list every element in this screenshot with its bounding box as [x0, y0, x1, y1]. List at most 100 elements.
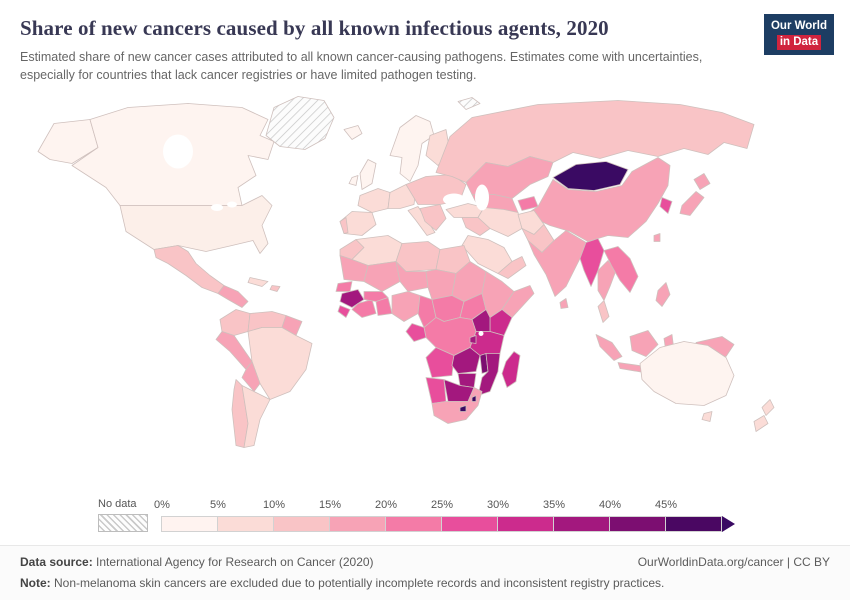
country-iceland[interactable]	[343, 125, 363, 141]
country-australia[interactable]	[639, 341, 735, 407]
country-eswatini[interactable]	[471, 395, 477, 403]
country-libya[interactable]	[395, 241, 441, 273]
legend-tick-1: 5%	[210, 499, 226, 512]
legend-bin-7[interactable]: 35%	[543, 499, 610, 533]
country-japan-hokkaido[interactable]	[693, 173, 711, 191]
country-italy[interactable]	[407, 206, 436, 237]
world-map-svg	[37, 96, 775, 449]
country-colombia[interactable]	[219, 309, 251, 337]
chart-subtitle: Estimated share of new cancer cases attr…	[20, 50, 703, 83]
country-madagascar[interactable]	[501, 351, 521, 389]
country-greenland[interactable]	[265, 96, 335, 151]
owid-logo: Our World in Data	[763, 14, 834, 55]
hudson-bay	[163, 134, 193, 169]
chart-footer: Data source: International Agency for Re…	[0, 545, 850, 600]
no-data-swatch[interactable]	[98, 514, 148, 533]
country-mali[interactable]	[363, 261, 401, 293]
country-sri-lanka[interactable]	[559, 298, 569, 310]
legend-arrow-icon	[722, 516, 735, 533]
country-japan-honshu[interactable]	[679, 191, 705, 217]
country-mexico[interactable]	[153, 245, 225, 295]
country-hispaniola[interactable]	[269, 285, 281, 293]
legend-bin-6[interactable]: 30%	[487, 499, 554, 533]
country-nigeria[interactable]	[391, 291, 421, 323]
region-norway-sweden[interactable]	[389, 115, 435, 183]
country-new-zealand-south[interactable]	[753, 415, 769, 433]
country-new-zealand-north[interactable]	[761, 399, 775, 417]
region-congo-gabon[interactable]	[405, 323, 427, 343]
country-somalia[interactable]	[501, 285, 535, 319]
legend-tick-6: 30%	[486, 499, 510, 512]
page-title: Share of new cancers caused by all known…	[20, 16, 609, 40]
country-china[interactable]	[525, 157, 671, 243]
region-balkans[interactable]	[419, 204, 447, 232]
legend-bin-1[interactable]: 5%	[210, 499, 274, 533]
region-yemen-oman[interactable]	[497, 256, 527, 280]
data-source-label: Data source:	[20, 555, 93, 569]
data-source: Data source: International Agency for Re…	[20, 555, 374, 569]
map-legend: No data 0% 5% 10% 15% 20% 25% 30% 35% 40…	[0, 484, 850, 533]
country-brazil[interactable]	[247, 327, 313, 401]
country-cuba[interactable]	[247, 277, 269, 288]
country-south-korea[interactable]	[659, 197, 673, 215]
caspian-sea	[475, 184, 489, 211]
country-france[interactable]	[357, 188, 391, 214]
legend-tick-9: 45%	[654, 499, 678, 512]
owid-license-link[interactable]: OurWorldinData.org/cancer | CC BY	[637, 555, 830, 569]
country-angola[interactable]	[425, 347, 455, 379]
country-mongolia[interactable]	[552, 161, 629, 192]
country-taiwan[interactable]	[653, 233, 661, 243]
legend-bin-8[interactable]: 40%	[599, 499, 666, 533]
legend-tick-4: 20%	[374, 499, 398, 512]
chart-header: Share of new cancers caused by all known…	[0, 0, 850, 84]
black-sea	[443, 193, 465, 206]
country-thailand[interactable]	[597, 260, 617, 302]
region-laos-vietnam[interactable]	[603, 246, 639, 294]
island-borneo[interactable]	[629, 330, 659, 358]
no-data-label: No data	[98, 498, 137, 511]
legend-bin-0[interactable]: 0%	[154, 499, 218, 533]
legend-color-bar: 0% 5% 10% 15% 20% 25% 30% 35% 40% 45%	[154, 499, 735, 533]
legend-no-data[interactable]: No data	[98, 498, 148, 533]
country-argentina[interactable]	[241, 385, 271, 449]
country-zambia[interactable]	[451, 347, 481, 375]
legend-tick-3: 15%	[318, 499, 342, 512]
country-united-kingdom[interactable]	[359, 159, 377, 191]
great-lakes-2	[227, 201, 237, 208]
island-tasmania[interactable]	[701, 411, 713, 423]
country-burkina-faso[interactable]	[363, 291, 389, 303]
world-map[interactable]	[0, 84, 850, 484]
legend-bin-9[interactable]: 45%	[655, 499, 722, 533]
legend-tick-7: 35%	[542, 499, 566, 512]
country-lesotho[interactable]	[459, 405, 467, 413]
legend-bin-4[interactable]: 20%	[375, 499, 442, 533]
country-myanmar[interactable]	[579, 238, 605, 288]
legend-bin-3[interactable]: 15%	[319, 499, 386, 533]
legend-bin-2[interactable]: 10%	[263, 499, 330, 533]
region-iraq-syria[interactable]	[461, 217, 491, 237]
owid-logo-line2: in Data	[776, 35, 822, 50]
country-bolivia[interactable]	[241, 361, 261, 393]
country-chad[interactable]	[425, 269, 457, 301]
legend-tick-0: 0%	[154, 499, 170, 512]
region-malay-peninsula[interactable]	[597, 300, 610, 324]
country-sierra-leone[interactable]	[337, 305, 351, 319]
legend-bin-5[interactable]: 25%	[431, 499, 498, 533]
country-namibia[interactable]	[425, 377, 447, 405]
country-svalbard[interactable]	[457, 97, 481, 111]
country-senegal[interactable]	[335, 281, 353, 293]
region-rwanda-burundi[interactable]	[469, 335, 477, 345]
country-south-africa[interactable]	[431, 387, 483, 425]
country-ireland[interactable]	[348, 175, 359, 187]
island-sumatra[interactable]	[595, 334, 623, 362]
country-mozambique[interactable]	[477, 353, 501, 397]
chart-note: Note: Non-melanoma skin cancers are excl…	[20, 576, 830, 590]
region-central-america[interactable]	[217, 285, 249, 309]
country-peru[interactable]	[215, 331, 253, 371]
data-source-text: International Agency for Research on Can…	[96, 555, 374, 569]
legend-tick-2: 10%	[262, 499, 286, 512]
country-portugal[interactable]	[339, 217, 349, 235]
country-philippines[interactable]	[655, 282, 671, 308]
legend-tick-5: 25%	[430, 499, 454, 512]
